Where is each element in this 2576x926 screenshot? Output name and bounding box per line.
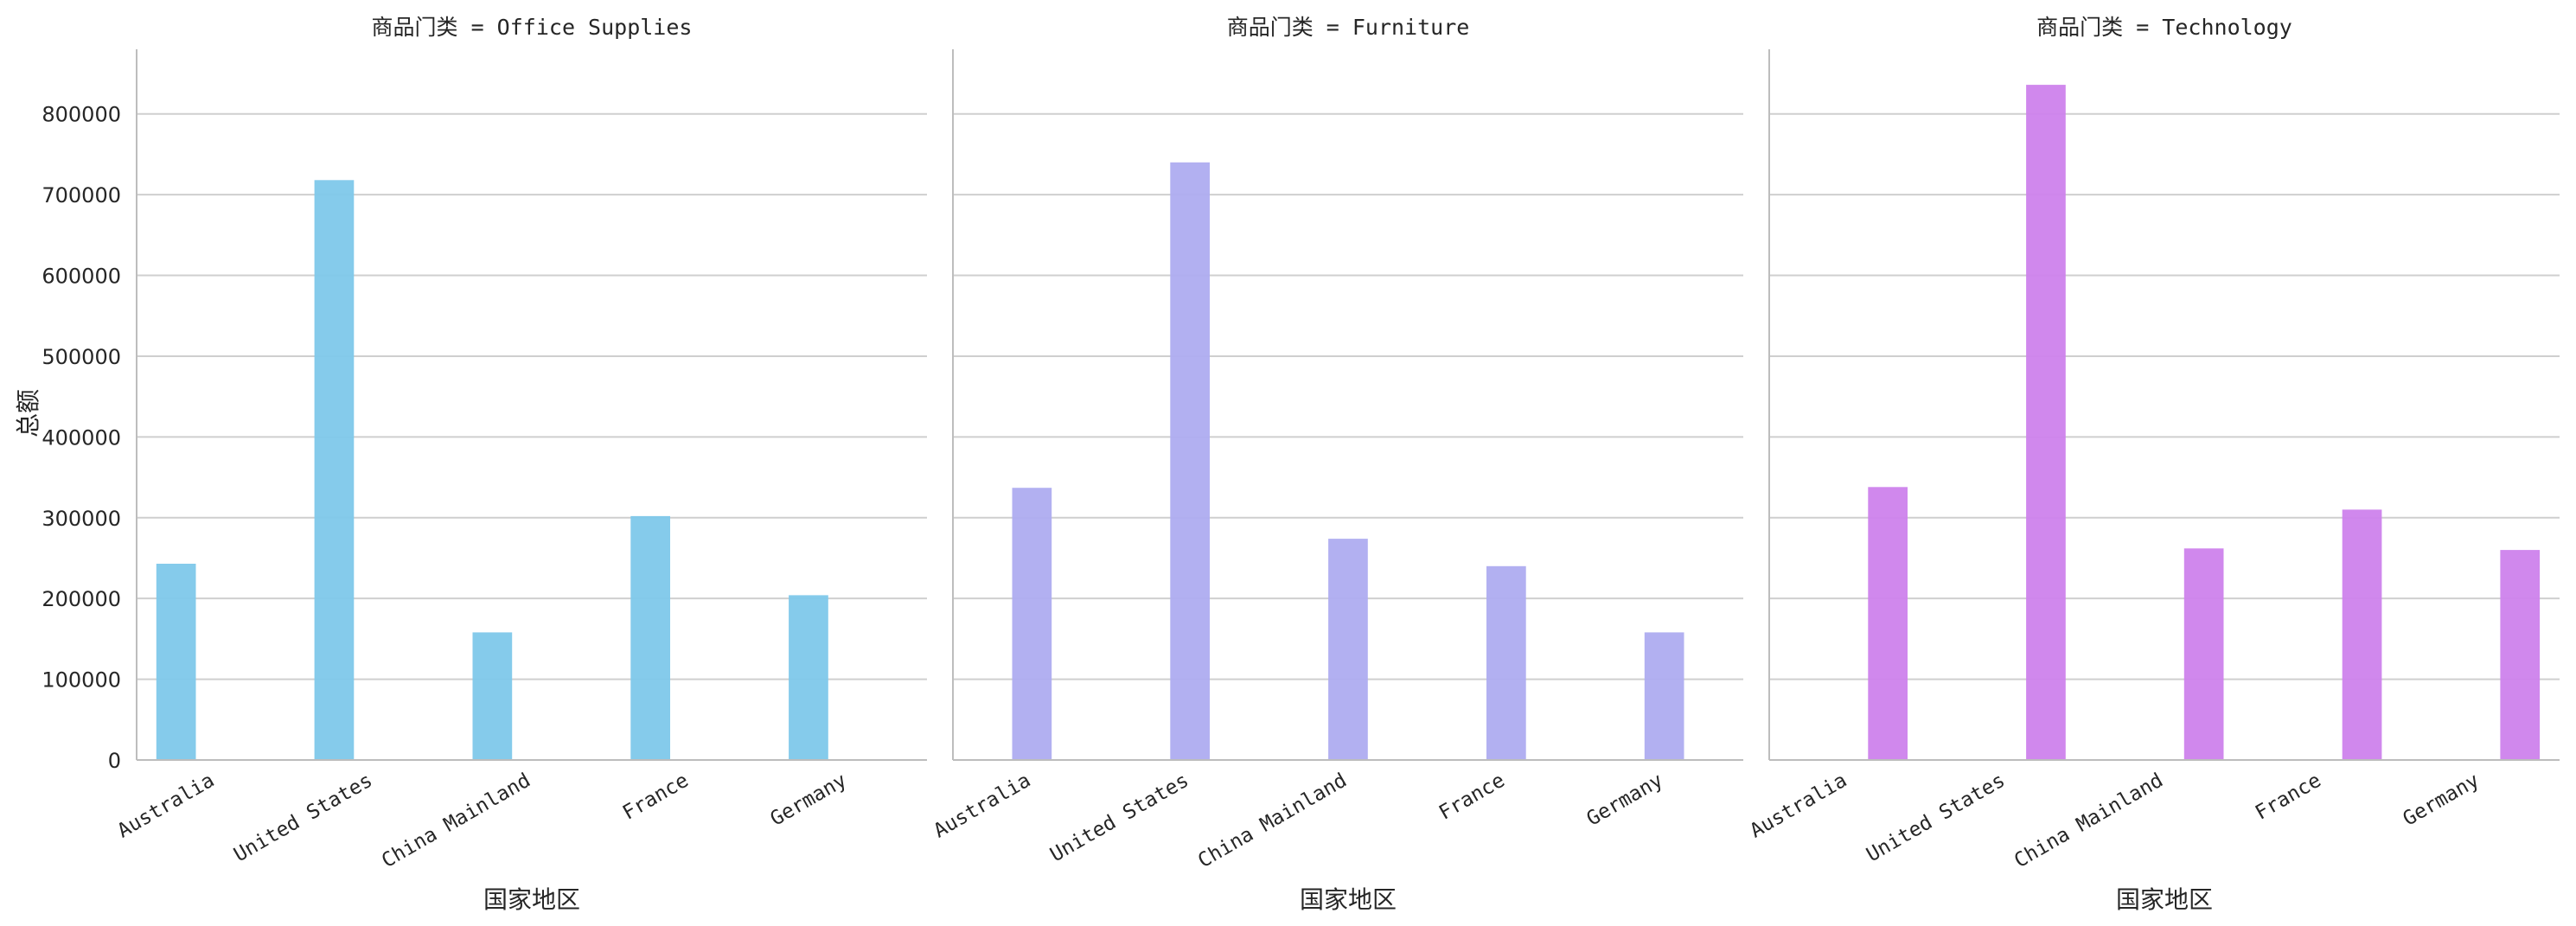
y-tick-label: 600000 — [42, 265, 121, 289]
x-tick-label: France — [619, 770, 693, 825]
bar-2-3 — [2342, 509, 2382, 760]
bar-1-2 — [1328, 539, 1368, 760]
x-tick-label: United States — [1863, 770, 2009, 867]
x-tick-label: France — [2252, 770, 2325, 825]
x-tick-label: Germany — [1583, 770, 1667, 831]
x-tick-label: Germany — [767, 770, 851, 831]
y-tick-label: 100000 — [42, 668, 121, 693]
x-tick-label: France — [1435, 770, 1509, 825]
bar-0-0 — [156, 564, 196, 760]
y-tick-label: 500000 — [42, 345, 121, 369]
y-tick-label: 700000 — [42, 183, 121, 208]
x-tick-label: Australia — [930, 770, 1034, 843]
panel-title: 商品门类 = Technology — [2036, 15, 2292, 40]
x-axis-label: 国家地区 — [483, 885, 580, 914]
x-tick-label: Australia — [113, 770, 218, 843]
y-tick-label: 400000 — [42, 425, 121, 450]
y-tick-label: 200000 — [42, 587, 121, 611]
x-tick-label: China Mainland — [2010, 770, 2167, 872]
panel-title: 商品门类 = Office Supplies — [372, 15, 693, 40]
bar-2-2 — [2183, 548, 2224, 760]
x-tick-label: China Mainland — [1194, 770, 1351, 872]
bar-2-1 — [2026, 85, 2066, 761]
bar-1-4 — [1644, 632, 1684, 760]
axes-layer — [136, 49, 2560, 761]
grid-layer — [137, 112, 2560, 680]
bar-0-4 — [789, 595, 828, 760]
y-axis-label: 总额 — [14, 389, 42, 437]
bars-layer — [156, 85, 2541, 761]
bar-0-3 — [630, 515, 670, 760]
bar-1-1 — [1170, 162, 1210, 761]
bar-0-1 — [314, 180, 355, 761]
panel-title: 商品门类 = Furniture — [1227, 15, 1470, 40]
bar-0-2 — [472, 632, 513, 760]
x-tick-label: Germany — [2400, 770, 2483, 831]
x-tick-label: United States — [1046, 770, 1192, 867]
x-axis-label: 国家地区 — [2116, 885, 2213, 914]
x-tick-label: Australia — [1746, 770, 1851, 843]
bar-1-3 — [1486, 565, 1526, 760]
x-tick-label: United States — [230, 770, 376, 867]
bar-2-0 — [1868, 487, 1908, 760]
y-tick-label: 0 — [108, 749, 121, 773]
bar-2-4 — [2500, 550, 2541, 760]
y-tick-label: 300000 — [42, 507, 121, 531]
x-tick-label: China Mainland — [378, 770, 534, 872]
bar-1-0 — [1012, 488, 1052, 760]
y-tick-label: 800000 — [42, 103, 121, 127]
x-axis-label: 国家地区 — [1300, 885, 1397, 914]
